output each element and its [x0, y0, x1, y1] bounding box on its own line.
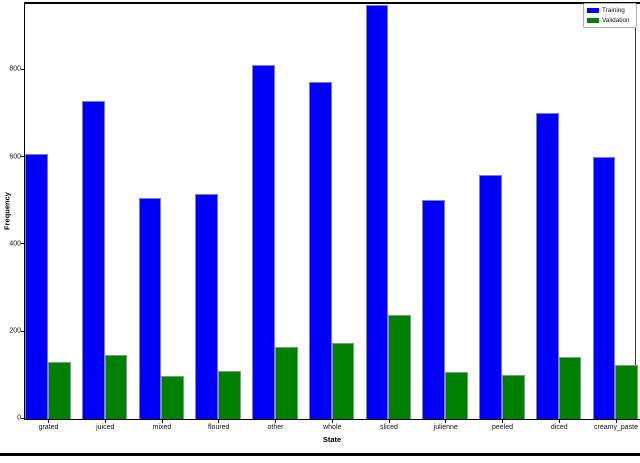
bar-validation-julienne — [445, 371, 468, 419]
y-tick-label-400: 400 — [9, 240, 21, 248]
x-tick-label-diced: diced — [550, 423, 568, 431]
x-tick-mark-creamy_paste — [615, 420, 617, 423]
x-tick-label-sliced: sliced — [380, 423, 398, 431]
bar-validation-peeled — [501, 374, 525, 419]
y-tick-label-800: 800 — [9, 65, 21, 73]
legend-item-validation: Validation — [587, 17, 634, 24]
plot-right-spine — [635, 2, 637, 420]
x-tick-mark-julienne — [445, 420, 447, 423]
legend: Training Validation — [583, 3, 637, 28]
legend-label-validation: Validation — [602, 17, 630, 24]
y-tick-label-200: 200 — [9, 327, 21, 335]
bar-training-other — [252, 64, 275, 419]
x-tick-mark-grated — [48, 420, 49, 423]
x-tick-label-other: other — [267, 423, 284, 431]
bar-validation-whole — [331, 342, 355, 419]
bar-training-floured — [195, 194, 219, 419]
x-tick-label-mixed: mixed — [152, 423, 172, 431]
bar-training-creamy_paste — [592, 157, 616, 419]
x-tick-label-peeled: peeled — [491, 423, 514, 431]
bar-validation-juiced — [104, 354, 128, 419]
bar-training-sliced — [365, 5, 389, 419]
bar-validation-sliced — [388, 315, 412, 419]
plot-area — [24, 2, 640, 420]
bar-validation-other — [274, 347, 298, 419]
y-axis-title: Frequency — [2, 192, 12, 230]
x-tick-mark-floured — [218, 420, 220, 423]
validation-color-swatch — [587, 18, 599, 23]
x-tick-mark-whole — [331, 420, 333, 423]
x-tick-mark-diced — [558, 420, 560, 423]
figure-bottom-border — [0, 453, 640, 456]
bar-validation-diced — [558, 356, 582, 419]
y-tick-mark-200 — [20, 330, 24, 332]
x-tick-label-floured: floured — [208, 423, 230, 431]
bar-training-mixed — [138, 198, 162, 419]
y-tick-mark-800 — [20, 68, 24, 70]
x-tick-mark-mixed — [161, 420, 163, 423]
y-tick-mark-0 — [20, 417, 24, 419]
bar-validation-grated — [47, 362, 71, 419]
bar-training-grated — [25, 153, 48, 419]
legend-label-training: Training — [602, 7, 625, 14]
bar-training-whole — [308, 82, 332, 419]
training-color-swatch — [587, 8, 599, 13]
bar-training-juiced — [81, 101, 105, 419]
y-tick-mark-400 — [20, 243, 24, 245]
x-tick-label-grated: grated — [38, 423, 59, 431]
x-tick-label-juiced: juiced — [96, 423, 115, 431]
x-tick-mark-sliced — [388, 420, 390, 423]
bar-validation-creamy_paste — [615, 364, 639, 419]
bar-training-diced — [535, 113, 559, 419]
x-tick-label-julienne: julienne — [433, 423, 458, 431]
x-tick-mark-juiced — [104, 420, 106, 423]
x-tick-label-whole: whole — [323, 423, 342, 431]
bar-validation-floured — [218, 371, 241, 419]
x-axis-title: State — [322, 434, 342, 444]
legend-item-training: Training — [587, 7, 634, 14]
x-tick-label-creamy_paste: creamy_paste — [594, 423, 638, 431]
x-tick-mark-peeled — [502, 420, 503, 423]
bar-training-julienne — [422, 199, 446, 419]
x-tick-mark-other — [275, 420, 276, 423]
y-tick-label-600: 600 — [9, 153, 21, 160]
y-tick-mark-600 — [20, 156, 24, 157]
bar-training-peeled — [479, 174, 502, 419]
y-tick-label-0: 0 — [17, 414, 21, 422]
bar-validation-mixed — [161, 375, 185, 419]
